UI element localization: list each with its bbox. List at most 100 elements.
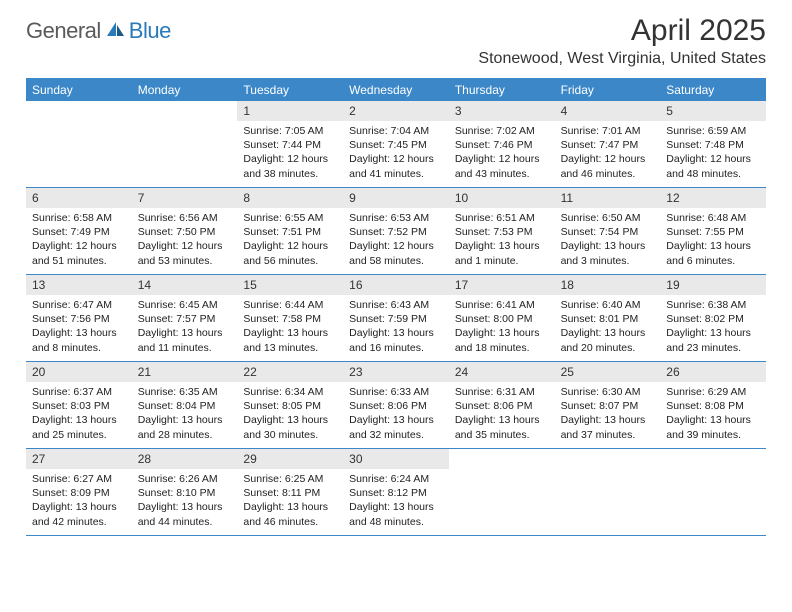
calendar-day-cell: 12Sunrise: 6:48 AMSunset: 7:55 PMDayligh… <box>660 188 766 274</box>
sunrise-text: Sunrise: 6:38 AM <box>666 298 760 312</box>
daylight-text: Daylight: 13 hours and 13 minutes. <box>243 326 337 354</box>
sunset-text: Sunset: 8:06 PM <box>349 399 443 413</box>
sunset-text: Sunset: 7:52 PM <box>349 225 443 239</box>
logo-sail-icon <box>105 20 127 43</box>
title-block: April 2025 Stonewood, West Virginia, Uni… <box>478 14 766 68</box>
calendar-day-cell: 7Sunrise: 6:56 AMSunset: 7:50 PMDaylight… <box>132 188 238 274</box>
day-number: 13 <box>26 275 132 295</box>
logo-text-general: General <box>26 18 101 44</box>
day-number: 8 <box>237 188 343 208</box>
daylight-text: Daylight: 13 hours and 8 minutes. <box>32 326 126 354</box>
sunset-text: Sunset: 8:04 PM <box>138 399 232 413</box>
sunset-text: Sunset: 8:11 PM <box>243 486 337 500</box>
calendar-day-cell: 30Sunrise: 6:24 AMSunset: 8:12 PMDayligh… <box>343 449 449 535</box>
sunrise-text: Sunrise: 6:30 AM <box>561 385 655 399</box>
weekday-header-row: Sunday Monday Tuesday Wednesday Thursday… <box>26 79 766 101</box>
sunrise-text: Sunrise: 6:47 AM <box>32 298 126 312</box>
weekday-header: Thursday <box>449 79 555 101</box>
day-number: 27 <box>26 449 132 469</box>
day-number: 7 <box>132 188 238 208</box>
daylight-text: Daylight: 13 hours and 1 minute. <box>455 239 549 267</box>
sunset-text: Sunset: 8:01 PM <box>561 312 655 326</box>
day-number: 10 <box>449 188 555 208</box>
day-details: Sunrise: 6:27 AMSunset: 8:09 PMDaylight:… <box>26 469 132 533</box>
day-number: 22 <box>237 362 343 382</box>
logo-text-blue: Blue <box>129 18 171 44</box>
day-number: 11 <box>555 188 661 208</box>
day-number: 20 <box>26 362 132 382</box>
day-details: Sunrise: 7:04 AMSunset: 7:45 PMDaylight:… <box>343 121 449 185</box>
sunrise-text: Sunrise: 6:48 AM <box>666 211 760 225</box>
day-number: 28 <box>132 449 238 469</box>
page-header: General Blue April 2025 Stonewood, West … <box>0 0 792 74</box>
sunrise-text: Sunrise: 6:55 AM <box>243 211 337 225</box>
day-details: Sunrise: 6:50 AMSunset: 7:54 PMDaylight:… <box>555 208 661 272</box>
day-number: 9 <box>343 188 449 208</box>
daylight-text: Daylight: 12 hours and 56 minutes. <box>243 239 337 267</box>
day-details: Sunrise: 6:43 AMSunset: 7:59 PMDaylight:… <box>343 295 449 359</box>
calendar-day-cell <box>660 449 766 535</box>
day-number: 30 <box>343 449 449 469</box>
sunset-text: Sunset: 8:02 PM <box>666 312 760 326</box>
day-number: 2 <box>343 101 449 121</box>
day-details: Sunrise: 6:51 AMSunset: 7:53 PMDaylight:… <box>449 208 555 272</box>
calendar-week-row: 6Sunrise: 6:58 AMSunset: 7:49 PMDaylight… <box>26 188 766 275</box>
daylight-text: Daylight: 13 hours and 46 minutes. <box>243 500 337 528</box>
day-details: Sunrise: 6:44 AMSunset: 7:58 PMDaylight:… <box>237 295 343 359</box>
sunrise-text: Sunrise: 6:35 AM <box>138 385 232 399</box>
sunrise-text: Sunrise: 6:50 AM <box>561 211 655 225</box>
sunset-text: Sunset: 7:45 PM <box>349 138 443 152</box>
sunrise-text: Sunrise: 6:40 AM <box>561 298 655 312</box>
calendar-day-cell: 6Sunrise: 6:58 AMSunset: 7:49 PMDaylight… <box>26 188 132 274</box>
weekday-header: Wednesday <box>343 79 449 101</box>
day-details: Sunrise: 6:26 AMSunset: 8:10 PMDaylight:… <box>132 469 238 533</box>
calendar-day-cell: 14Sunrise: 6:45 AMSunset: 7:57 PMDayligh… <box>132 275 238 361</box>
day-number: 19 <box>660 275 766 295</box>
day-details: Sunrise: 6:56 AMSunset: 7:50 PMDaylight:… <box>132 208 238 272</box>
sunset-text: Sunset: 8:08 PM <box>666 399 760 413</box>
sunrise-text: Sunrise: 6:58 AM <box>32 211 126 225</box>
sunrise-text: Sunrise: 6:56 AM <box>138 211 232 225</box>
daylight-text: Daylight: 13 hours and 30 minutes. <box>243 413 337 441</box>
daylight-text: Daylight: 12 hours and 53 minutes. <box>138 239 232 267</box>
sunrise-text: Sunrise: 6:25 AM <box>243 472 337 486</box>
daylight-text: Daylight: 13 hours and 16 minutes. <box>349 326 443 354</box>
day-number: 25 <box>555 362 661 382</box>
sunset-text: Sunset: 8:05 PM <box>243 399 337 413</box>
day-details: Sunrise: 6:40 AMSunset: 8:01 PMDaylight:… <box>555 295 661 359</box>
day-details: Sunrise: 6:34 AMSunset: 8:05 PMDaylight:… <box>237 382 343 446</box>
sunset-text: Sunset: 8:00 PM <box>455 312 549 326</box>
sunrise-text: Sunrise: 6:33 AM <box>349 385 443 399</box>
calendar-day-cell: 4Sunrise: 7:01 AMSunset: 7:47 PMDaylight… <box>555 101 661 187</box>
daylight-text: Daylight: 13 hours and 11 minutes. <box>138 326 232 354</box>
weekday-header: Friday <box>555 79 661 101</box>
day-details: Sunrise: 6:55 AMSunset: 7:51 PMDaylight:… <box>237 208 343 272</box>
day-number: 24 <box>449 362 555 382</box>
sunrise-text: Sunrise: 6:34 AM <box>243 385 337 399</box>
day-number: 4 <box>555 101 661 121</box>
sunrise-text: Sunrise: 6:31 AM <box>455 385 549 399</box>
sunset-text: Sunset: 7:58 PM <box>243 312 337 326</box>
day-details: Sunrise: 6:31 AMSunset: 8:06 PMDaylight:… <box>449 382 555 446</box>
day-number: 26 <box>660 362 766 382</box>
day-details: Sunrise: 7:05 AMSunset: 7:44 PMDaylight:… <box>237 121 343 185</box>
day-details: Sunrise: 6:53 AMSunset: 7:52 PMDaylight:… <box>343 208 449 272</box>
sunset-text: Sunset: 7:46 PM <box>455 138 549 152</box>
calendar-day-cell: 2Sunrise: 7:04 AMSunset: 7:45 PMDaylight… <box>343 101 449 187</box>
sunrise-text: Sunrise: 6:29 AM <box>666 385 760 399</box>
sunrise-text: Sunrise: 7:04 AM <box>349 124 443 138</box>
daylight-text: Daylight: 13 hours and 3 minutes. <box>561 239 655 267</box>
calendar-week-row: 13Sunrise: 6:47 AMSunset: 7:56 PMDayligh… <box>26 275 766 362</box>
daylight-text: Daylight: 13 hours and 37 minutes. <box>561 413 655 441</box>
daylight-text: Daylight: 13 hours and 32 minutes. <box>349 413 443 441</box>
sunset-text: Sunset: 7:55 PM <box>666 225 760 239</box>
calendar-week-row: 1Sunrise: 7:05 AMSunset: 7:44 PMDaylight… <box>26 101 766 188</box>
day-number: 14 <box>132 275 238 295</box>
sunrise-text: Sunrise: 7:02 AM <box>455 124 549 138</box>
weekday-header: Saturday <box>660 79 766 101</box>
sunset-text: Sunset: 7:48 PM <box>666 138 760 152</box>
daylight-text: Daylight: 13 hours and 48 minutes. <box>349 500 443 528</box>
day-number: 18 <box>555 275 661 295</box>
calendar-day-cell: 22Sunrise: 6:34 AMSunset: 8:05 PMDayligh… <box>237 362 343 448</box>
sunrise-text: Sunrise: 6:43 AM <box>349 298 443 312</box>
